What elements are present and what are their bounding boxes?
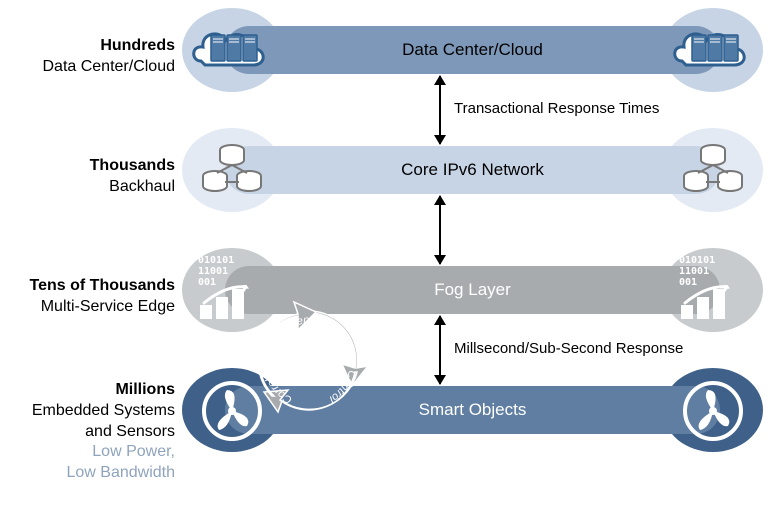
chart-binary-icon: 010101 11001 001 (679, 255, 749, 321)
label-core-reg: Backhaul (90, 177, 175, 198)
cloud-bar-text: Data Center/Cloud (402, 40, 543, 60)
fog-bar-text: Fog Layer (434, 280, 511, 300)
svg-text:Correlation: Correlation (259, 353, 294, 406)
label-fog-reg: Multi-Service Edge (30, 297, 175, 318)
cycle-icon: Sensing Control Correlation (238, 288, 382, 432)
label-fog: Tens of Thousands Multi-Service Edge (30, 276, 175, 318)
label-objects: Millions Embedded Systems and Sensors Lo… (32, 380, 175, 484)
label-cloud-reg: Data Center/Cloud (42, 57, 175, 78)
label-core: Thousands Backhaul (90, 156, 175, 198)
svg-text:Control: Control (327, 369, 358, 406)
cloud-servers-icon (670, 15, 756, 85)
conn-label-0: Transactional Response Times (454, 100, 659, 117)
label-objects-reg: Embedded Systems and Sensors (32, 401, 175, 443)
cloud-servers-icon (189, 15, 275, 85)
label-core-bold: Thousands (90, 156, 175, 177)
conn-label-2: Millsecond/Sub-Second Response (454, 340, 683, 357)
label-objects-bold: Millions (32, 380, 175, 401)
label-cloud-bold: Hundreds (42, 36, 175, 57)
arrow-0-1 (439, 76, 441, 144)
label-fog-bold: Tens of Thousands (30, 276, 175, 297)
arrow-2-3 (439, 316, 441, 384)
label-objects-muted: Low Power, Low Bandwidth (32, 442, 175, 484)
fan-icon (680, 378, 746, 444)
cloud-bar: Data Center/Cloud (225, 26, 720, 74)
core-bar: Core IPv6 Network (225, 146, 720, 194)
db-cluster-icon (199, 140, 265, 200)
db-cluster-icon (680, 140, 746, 200)
objects-bar-text: Smart Objects (419, 400, 527, 420)
arrow-1-2 (439, 196, 441, 264)
core-bar-text: Core IPv6 Network (401, 160, 544, 180)
label-cloud: Hundreds Data Center/Cloud (42, 36, 175, 78)
